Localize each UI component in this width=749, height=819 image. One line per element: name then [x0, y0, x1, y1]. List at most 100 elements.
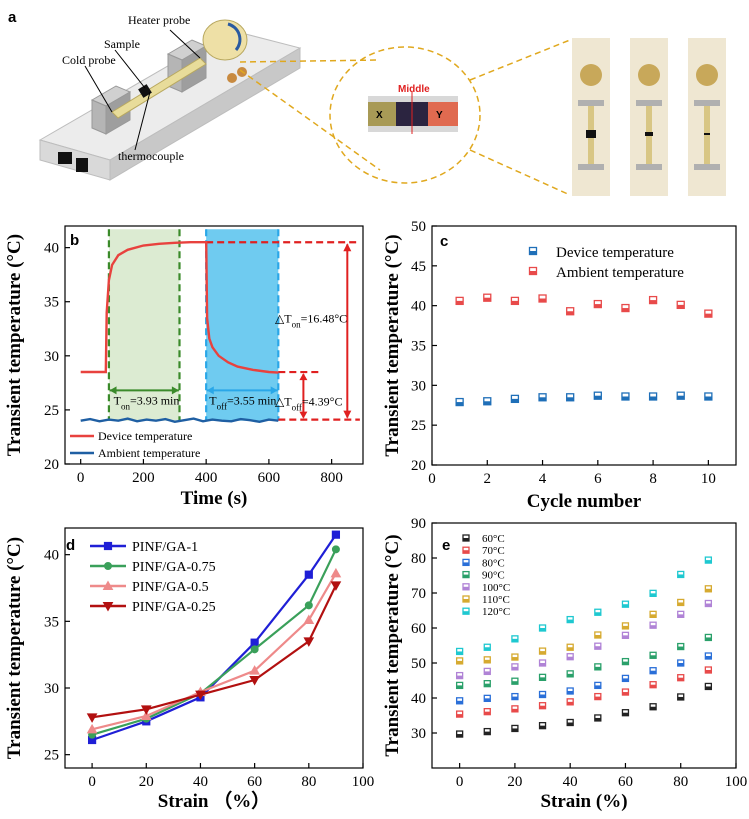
series-line-ambient-temperature [80, 417, 279, 424]
x-tick-label: 0 [428, 471, 436, 487]
data-point [250, 638, 259, 647]
data-point [331, 530, 341, 539]
callout-cold-probe: Cold probe [62, 53, 116, 67]
data-point [677, 659, 685, 667]
series-group [455, 293, 713, 407]
y-tick-label: 25 [411, 418, 426, 434]
y-tick-label: 30 [411, 726, 426, 742]
y-axis-label: Transient temperature (°C) [4, 234, 25, 456]
ton-label: Ton=3.93 min [114, 394, 180, 412]
dton-arrow-head [343, 243, 352, 252]
data-point [483, 656, 491, 664]
data-point [649, 667, 657, 675]
data-point [538, 673, 547, 681]
data-point [677, 610, 685, 618]
x-tick-label: 8 [649, 471, 657, 487]
data-point [649, 651, 657, 659]
data-point [455, 681, 464, 690]
legend-label: 100°C [482, 582, 510, 594]
zoom-x-label: X [376, 110, 383, 121]
zoom-y-label: Y [436, 110, 443, 121]
plot-frame [431, 225, 737, 466]
data-point [538, 722, 547, 730]
data-point [566, 643, 574, 651]
data-point [86, 723, 98, 734]
data-point [649, 621, 657, 629]
zoom-middle-label: Middle [398, 84, 430, 95]
data-point [566, 393, 575, 402]
data-point [677, 598, 685, 607]
data-point [511, 692, 519, 701]
data-point [483, 680, 491, 688]
legend-label: 90°C [482, 570, 505, 582]
data-point [195, 690, 206, 701]
y-tick-label: 35 [411, 339, 426, 355]
panel-label-d: d [66, 537, 75, 554]
legend-label: 70°C [482, 545, 505, 557]
x-tick-label: 0 [88, 774, 96, 790]
dton-arrow-head [343, 410, 352, 419]
data-point [621, 709, 630, 717]
data-point [593, 391, 602, 400]
x-axis-label: Strain (%) [540, 791, 627, 812]
series-line [91, 584, 337, 719]
data-point [538, 624, 547, 632]
data-point [593, 299, 602, 309]
data-point [103, 541, 113, 551]
y-tick-label: 30 [411, 378, 426, 394]
panel-label-c: c [440, 233, 448, 250]
x-tick-label: 800 [320, 470, 343, 486]
series-120c [455, 556, 713, 656]
data-point [649, 589, 657, 597]
data-point [102, 602, 114, 612]
data-point [594, 663, 602, 671]
axes: 0 20 40 60 80 100 30 40 50 60 70 80 90 Strain (%) Tran… [382, 516, 747, 812]
annotations: Ton=3.93 min Toff=3.55 min △Ton=16.48°C △To… [109, 243, 352, 419]
data-point [621, 303, 630, 313]
data-point [455, 397, 464, 407]
plot-frame [64, 225, 364, 465]
dtoff-arrow-head [299, 373, 308, 381]
data-point [649, 681, 657, 689]
x-tick-label: 80 [673, 774, 688, 790]
data-point [594, 608, 602, 616]
data-point [566, 615, 574, 624]
ton-arrow-head [171, 386, 179, 395]
callout-thermocouple: thermocouple [118, 149, 184, 163]
x-axis-label: Time (s) [181, 488, 248, 509]
data-point [538, 393, 547, 402]
data-point [455, 657, 464, 665]
stretch-photos [572, 38, 726, 196]
y-tick-label: 40 [411, 299, 426, 315]
data-point [510, 394, 520, 404]
data-point [483, 667, 491, 676]
data-point [304, 570, 313, 579]
data-point [330, 567, 342, 578]
data-point [455, 647, 464, 656]
data-point [649, 610, 657, 618]
data-point [462, 558, 470, 567]
data-point [102, 580, 114, 590]
y-tick-label: 35 [44, 614, 59, 630]
data-point [594, 692, 602, 701]
series-100c [455, 599, 713, 680]
data-point [455, 296, 464, 306]
legend: PINF/GA-1 PINF/GA-0.75 PINF/GA-0.5 PINF/GA-… [90, 540, 216, 615]
data-point [677, 693, 685, 701]
data-point [566, 718, 574, 727]
panel-label-a: a [8, 9, 17, 26]
data-point [455, 671, 464, 680]
data-point [704, 309, 713, 318]
data-point [704, 585, 713, 593]
y-tick-label: 40 [44, 241, 59, 257]
y-axis-label: Transient temperature (°C) [382, 534, 403, 756]
data-point [249, 676, 260, 686]
data-point [704, 633, 713, 642]
x-axis-label: Cycle number [527, 491, 642, 512]
data-point [676, 300, 685, 310]
series-ambient-temperature [455, 293, 713, 318]
data-point [250, 645, 259, 654]
data-point [483, 727, 491, 736]
